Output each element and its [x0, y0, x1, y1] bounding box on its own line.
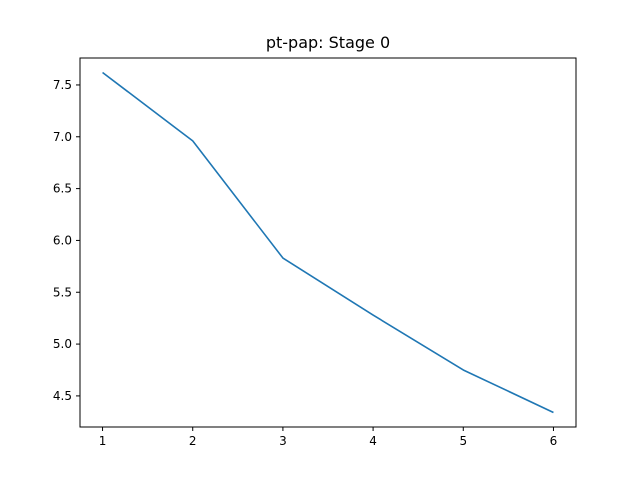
x-tick-label: 3 [279, 434, 287, 448]
x-tick-label: 4 [369, 434, 377, 448]
y-tick-label: 7.5 [53, 78, 72, 92]
x-tick-label: 2 [189, 434, 197, 448]
chart-title: pt-pap: Stage 0 [266, 33, 390, 52]
y-tick-label: 7.0 [53, 130, 72, 144]
y-tick-label: 6.5 [53, 182, 72, 196]
axes-frame [79, 57, 577, 428]
y-tick-label: 4.5 [53, 389, 72, 403]
series-line [102, 71, 554, 414]
x-tick-label: 1 [99, 434, 107, 448]
y-tick-label: 6.0 [53, 233, 72, 247]
y-tick-label: 5.5 [53, 285, 72, 299]
plot-area: 1 2 3 4 5 6 4.5 5.0 5.5 6.0 6.5 7.0 7.5 [53, 57, 577, 448]
x-tick-label: 6 [550, 434, 558, 448]
y-tick-label: 5.0 [53, 337, 72, 351]
x-tick-label: 5 [459, 434, 467, 448]
